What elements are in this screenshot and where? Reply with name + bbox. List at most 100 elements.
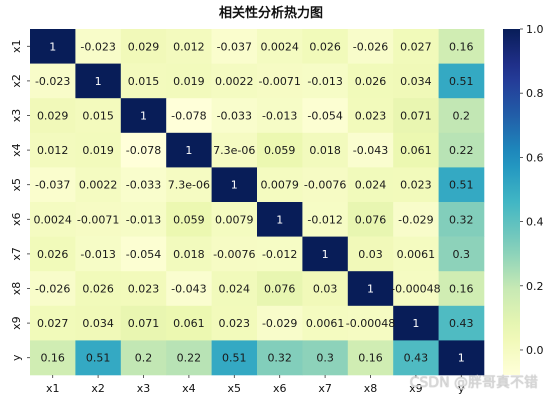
heatmap-cell — [347, 271, 394, 307]
heatmap-cell — [211, 236, 258, 272]
heatmap-cell — [30, 271, 76, 307]
cell-annotation: 1 — [412, 317, 419, 330]
heatmap-cell — [257, 271, 303, 307]
cell-annotation: 0.026 — [82, 283, 114, 296]
heatmap-cell — [393, 63, 439, 99]
cell-annotation: 1 — [95, 75, 102, 88]
heatmap-cell — [438, 202, 485, 237]
heatmap-cell — [75, 202, 122, 237]
heatmap-cell — [75, 236, 122, 272]
cell-annotation: 0.061 — [400, 144, 432, 157]
heatmap-cell — [393, 271, 439, 307]
cell-annotation: 0.51 — [222, 352, 247, 365]
heatmap-cell — [211, 271, 258, 307]
heatmap-cell — [302, 236, 349, 272]
heatmap-cell — [75, 29, 122, 64]
cell-annotation: 0.51 — [449, 75, 474, 88]
heatmap-cell — [438, 167, 485, 203]
y-tick-label: x2 — [10, 74, 23, 88]
x-tick-label: x8 — [364, 382, 378, 395]
cell-annotation: -0.054 — [126, 248, 161, 261]
cell-annotation: 0.0061 — [306, 317, 345, 330]
heatmap-cell — [347, 167, 394, 203]
cell-annotation: -0.012 — [307, 213, 342, 226]
y-tick-label: y — [10, 354, 23, 361]
heatmap-cell — [438, 98, 485, 134]
colorbar-tick-label: 0.0 — [526, 344, 544, 357]
cell-annotation: 0.3 — [316, 352, 334, 365]
cell-annotation: 0.51 — [449, 179, 474, 192]
heatmap-cell — [211, 63, 258, 99]
heatmap-cell — [393, 132, 439, 168]
cell-annotation: 1 — [231, 179, 238, 192]
cell-annotation: 0.023 — [219, 317, 251, 330]
cell-annotation: -0.023 — [80, 40, 115, 53]
cell-annotation: 0.023 — [355, 110, 387, 123]
y-tick-label: x7 — [10, 247, 23, 261]
x-tick-label: x9 — [409, 382, 423, 395]
heatmap-cell — [211, 202, 258, 237]
heatmap-cell — [30, 340, 76, 376]
heatmap-cell — [166, 340, 212, 376]
heatmap-cell — [302, 340, 349, 376]
heatmap-cell — [75, 340, 122, 376]
cell-annotation: 0.32 — [267, 352, 292, 365]
cell-annotation: 0.061 — [173, 317, 205, 330]
heatmap-cell — [347, 29, 394, 64]
heatmap-cell — [120, 340, 167, 376]
heatmap-cell — [438, 63, 485, 99]
cell-annotation: 0.034 — [82, 317, 114, 330]
heatmap-cell — [257, 202, 303, 237]
cell-annotation: 0.3 — [453, 248, 471, 261]
x-tick-label: x5 — [228, 382, 242, 395]
heatmap-cells — [30, 29, 485, 376]
cell-annotation: 0.2 — [135, 352, 153, 365]
heatmap-cell — [257, 98, 303, 134]
cell-annotation: 0.0022 — [79, 179, 118, 192]
heatmap-cell — [120, 98, 167, 134]
colorbar-tick-label: 0.8 — [526, 87, 544, 100]
heatmap-cell — [120, 167, 167, 203]
cell-annotation: -0.054 — [307, 110, 342, 123]
x-tick-label: x7 — [318, 382, 332, 395]
cell-annotation: 1 — [322, 248, 329, 261]
y-tick-label: x6 — [10, 213, 23, 227]
heatmap-cell — [30, 236, 76, 272]
cell-annotation: -0.026 — [35, 283, 70, 296]
heatmap-cell — [30, 132, 76, 168]
watermark-text: CSDN @胖哥真不错 — [409, 375, 538, 391]
heatmap-cell — [75, 63, 122, 99]
heatmap-cell — [347, 305, 394, 341]
cell-annotation: -0.013 — [262, 110, 297, 123]
heatmap-cell — [438, 271, 485, 307]
heatmap-cell — [30, 202, 76, 237]
cell-annotation: 0.059 — [264, 144, 296, 157]
heatmap-cell — [393, 202, 439, 237]
heatmap-cell — [75, 305, 122, 341]
cell-annotation: -0.0076 — [304, 179, 346, 192]
cell-annotation: -0.013 — [126, 213, 161, 226]
cell-annotation: 0.16 — [40, 352, 65, 365]
cell-annotation: 0.076 — [355, 213, 387, 226]
heatmap-cell — [120, 271, 167, 307]
cell-annotation: 0.16 — [449, 283, 474, 296]
colorbar: 0.0 0.2 0.4 0.6 0.8 1.0 — [503, 23, 544, 375]
cell-annotation: -0.029 — [398, 213, 433, 226]
heatmap-cell — [393, 29, 439, 64]
heatmap-cell — [302, 202, 349, 237]
heatmap-cell — [211, 305, 258, 341]
heatmap-cell — [75, 167, 122, 203]
y-axis-ticks: x1 x2 x3 x4 x5 x6 x7 x8 x9 y — [10, 40, 30, 361]
heatmap-cell — [75, 98, 122, 134]
y-tick-label: x4 — [10, 143, 23, 157]
cell-annotation: 0.0079 — [260, 179, 299, 192]
cell-annotation: 0.027 — [400, 40, 432, 53]
heatmap-cell — [302, 305, 349, 341]
y-tick-label: x9 — [10, 316, 23, 330]
heatmap-cell — [438, 305, 485, 341]
cell-annotation: 0.019 — [173, 75, 205, 88]
cell-annotation: 0.0079 — [215, 213, 254, 226]
x-tick-label: x3 — [137, 382, 151, 395]
cell-annotation: 0.22 — [449, 144, 474, 157]
